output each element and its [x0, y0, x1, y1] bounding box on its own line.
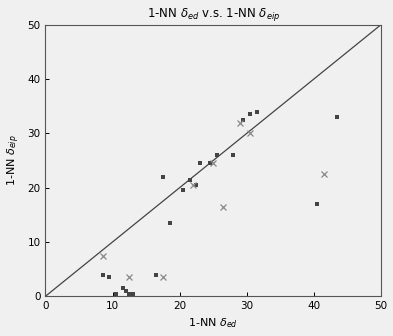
- X-axis label: 1-NN $\delta_{ed}$: 1-NN $\delta_{ed}$: [188, 317, 238, 330]
- Title: 1-NN $\delta_{ed}$ v.s. 1-NN $\delta_{eip}$: 1-NN $\delta_{ed}$ v.s. 1-NN $\delta_{ei…: [147, 6, 280, 23]
- Y-axis label: 1-NN $\delta_{eip}$: 1-NN $\delta_{eip}$: [6, 135, 22, 186]
